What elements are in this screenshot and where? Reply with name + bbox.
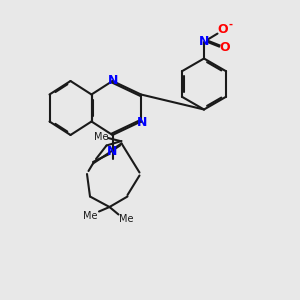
- Text: Me: Me: [83, 211, 97, 221]
- Text: -: -: [228, 20, 233, 30]
- Text: O: O: [218, 23, 228, 37]
- Text: Me: Me: [94, 131, 109, 142]
- Text: Me: Me: [119, 214, 133, 224]
- Text: N: N: [136, 116, 147, 129]
- Text: O: O: [219, 41, 230, 55]
- Text: N: N: [199, 35, 209, 49]
- Text: N: N: [108, 74, 118, 87]
- Text: N: N: [107, 145, 118, 158]
